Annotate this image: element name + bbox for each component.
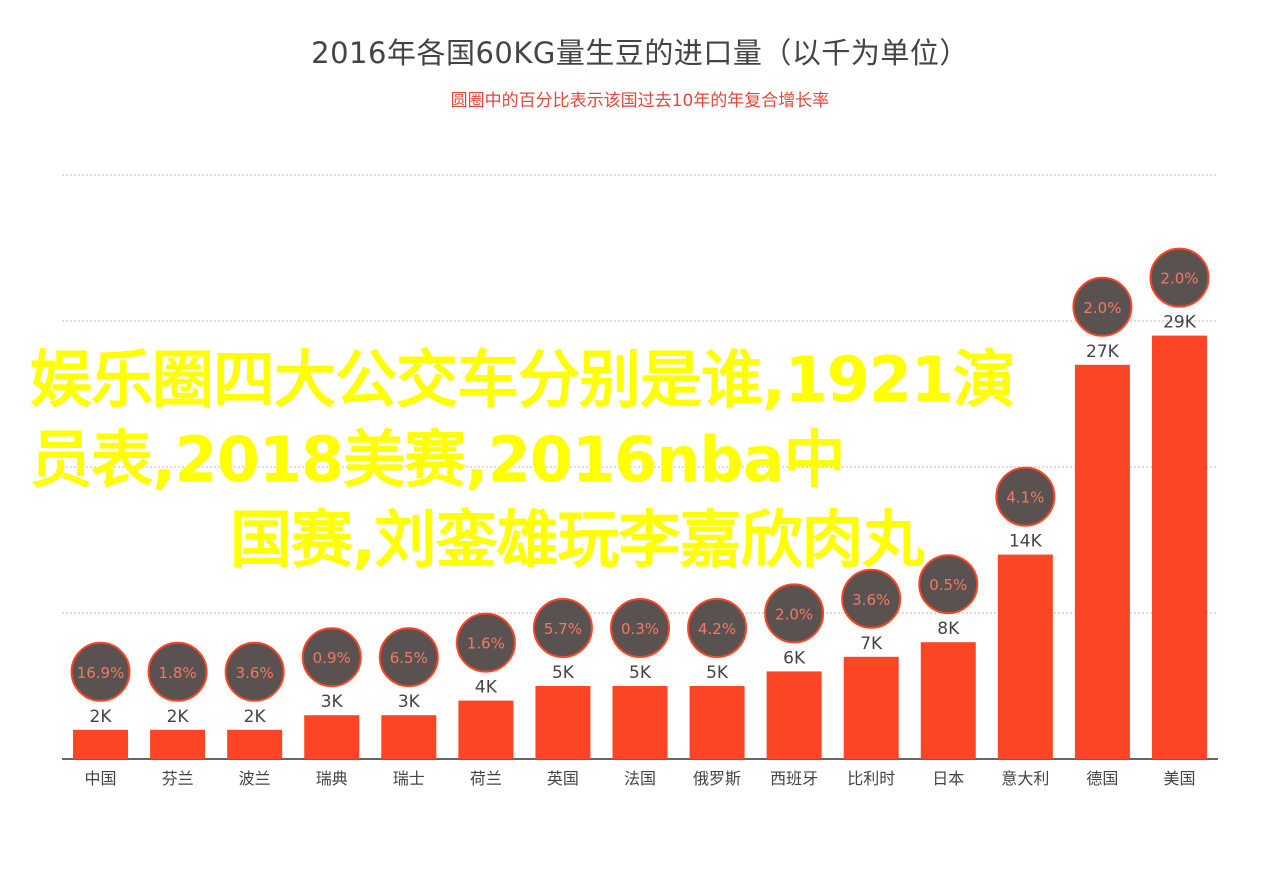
cagr-label: 2.0% [1083, 299, 1121, 317]
cagr-circle: 1.6% [455, 612, 516, 673]
chart-title: 2016年各国60KG量生豆的进口量（以千为单位） [311, 36, 969, 70]
cagr-label: 5.7% [544, 620, 582, 638]
value-label: 5K [706, 663, 729, 683]
bar-俄罗斯 [689, 686, 745, 759]
cagr-circle: 16.9% [70, 641, 131, 702]
category-label: 西班牙 [770, 769, 818, 788]
cagr-circle: 4.1% [995, 466, 1056, 527]
category-labels: 中国 芬兰 波兰 瑞典 瑞士 荷兰 英国 法国 俄罗斯 西班牙 比利时 日本 意大利 德国 美国 [85, 769, 1196, 788]
category-label: 意大利 [1001, 769, 1049, 788]
cagr-circle: 2.0% [1072, 276, 1133, 337]
cagr-circle: 5.7% [532, 598, 593, 658]
bar-美国 [1151, 335, 1207, 759]
category-label: 中国 [85, 769, 117, 788]
cagr-circle: 2.0% [764, 583, 825, 644]
value-label: 5K [629, 663, 652, 683]
cagr-label: 1.8% [159, 664, 197, 682]
bar-意大利 [997, 554, 1053, 759]
category-label: 比利时 [847, 769, 895, 788]
category-label: 德国 [1086, 769, 1118, 788]
cagr-label: 16.9% [77, 664, 125, 682]
bar-比利时 [843, 656, 899, 759]
category-label: 瑞典 [316, 769, 348, 788]
value-labels: 2K 2K 2K 3K 3K 4K 5K 5K 5K 6K 7K 8K 14K 27K 29K [90, 313, 1197, 727]
value-label: 2K [244, 707, 267, 727]
value-label: 2K [167, 707, 190, 727]
value-label: 8K [937, 619, 960, 639]
cagr-circle: 6.5% [378, 627, 439, 688]
cagr-label: 1.6% [467, 635, 505, 653]
cagr-circle: 1.8% [147, 641, 208, 702]
category-label: 日本 [932, 769, 964, 788]
value-label: 7K [860, 634, 883, 654]
bar-荷兰 [458, 700, 514, 759]
bar-瑞典 [304, 715, 360, 759]
cagr-label: 3.6% [852, 591, 890, 609]
category-label: 芬兰 [162, 769, 194, 788]
cagr-label: 6.5% [390, 649, 428, 667]
value-label: 27K [1086, 342, 1120, 362]
cagr-circle: 0.3% [610, 598, 670, 658]
bar-瑞士 [381, 715, 437, 759]
value-label: 29K [1163, 313, 1197, 333]
cagr-label: 2.0% [1160, 270, 1198, 288]
bar-波兰 [227, 729, 283, 759]
cagr-circle: 4.2% [687, 598, 748, 658]
value-label: 4K [475, 678, 498, 698]
value-label: 6K [783, 648, 806, 668]
cagr-label: 0.5% [929, 576, 967, 594]
cagr-label: 4.1% [1006, 489, 1044, 507]
cagr-circle: 0.5% [918, 554, 979, 615]
cagr-label: 3.6% [236, 664, 274, 682]
cagr-label: 0.3% [621, 620, 659, 638]
category-label: 法国 [624, 769, 656, 788]
category-label: 荷兰 [470, 769, 502, 788]
cagr-circle: 0.9% [301, 627, 362, 688]
cagr-circles: 16.9% 1.8% 3.6% 0.9% 6.5% 1.6% 5.7% 0.3% 4.2% 2.0… [70, 247, 1210, 702]
category-label: 波兰 [239, 769, 271, 788]
cagr-circle: 2.0% [1149, 247, 1210, 308]
bar-德国 [1074, 364, 1130, 759]
bar-英国 [535, 686, 591, 759]
cagr-label: 0.9% [313, 649, 351, 667]
bar-中国 [73, 729, 129, 759]
cagr-circle: 3.6% [841, 568, 902, 629]
bar-法国 [612, 686, 668, 759]
value-label: 3K [321, 692, 344, 712]
value-label: 14K [1009, 532, 1043, 552]
value-label: 2K [90, 707, 113, 727]
value-label: 5K [552, 663, 575, 683]
cagr-label: 4.2% [698, 620, 736, 638]
cagr-label: 2.0% [775, 605, 813, 623]
category-label: 俄罗斯 [693, 769, 741, 788]
bar-日本 [920, 642, 976, 759]
cagr-circle: 3.6% [224, 641, 285, 702]
chart-subtitle: 圆圈中的百分比表示该国过去10年的年复合增长率 [450, 91, 830, 111]
bar-芬兰 [150, 729, 206, 759]
category-label: 英国 [547, 769, 579, 788]
value-label: 3K [398, 692, 421, 712]
bars [73, 335, 1207, 759]
bar-西班牙 [766, 671, 822, 759]
category-label: 美国 [1163, 769, 1195, 788]
category-label: 瑞士 [393, 769, 425, 788]
